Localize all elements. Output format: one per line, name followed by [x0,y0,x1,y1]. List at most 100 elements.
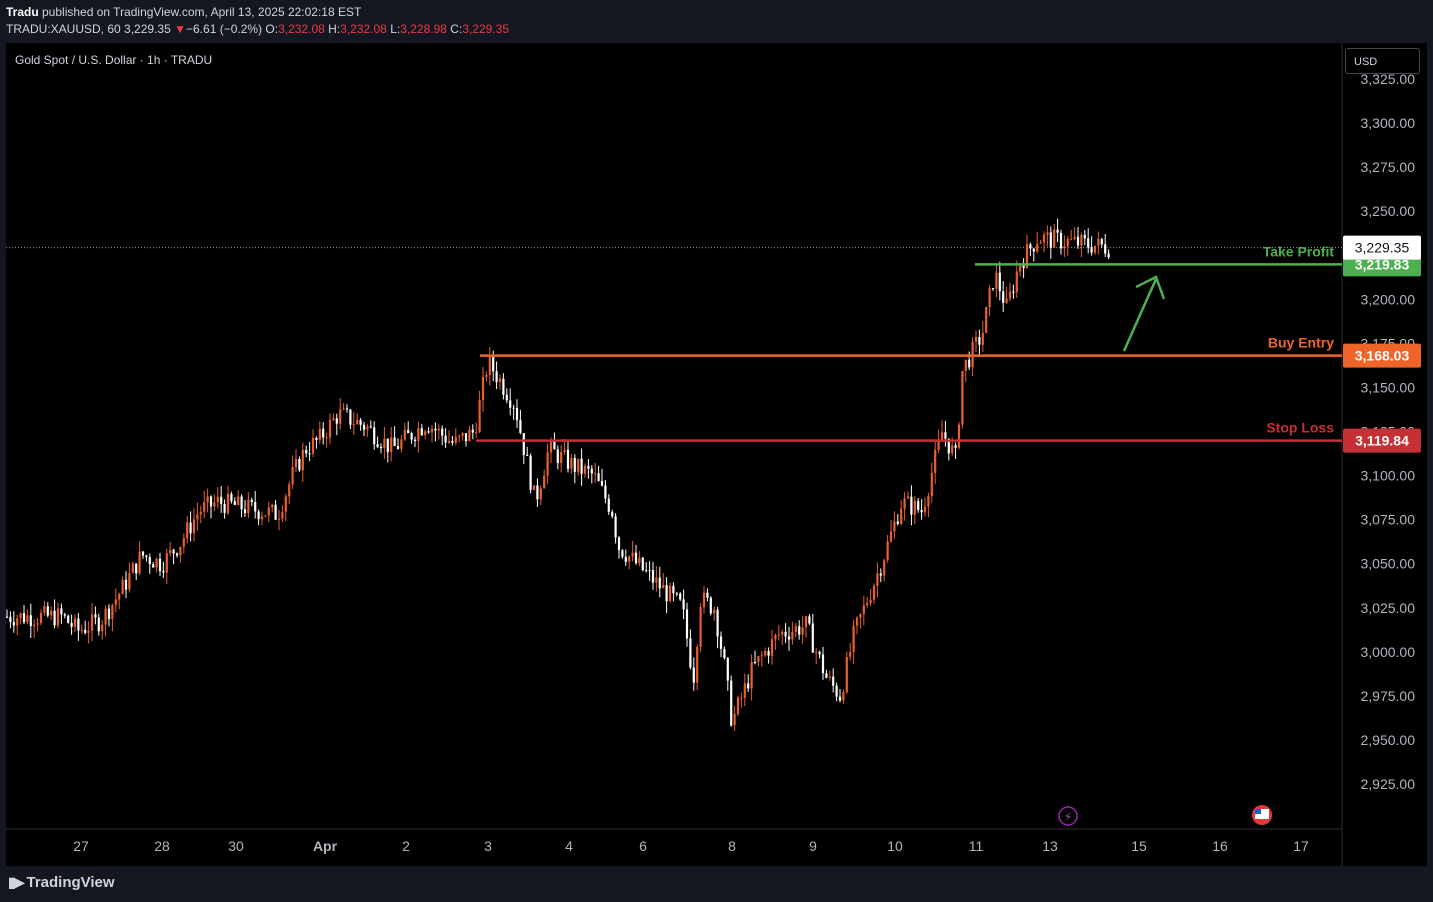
candle-body [315,437,318,440]
candle-body [274,504,277,520]
candle-body [862,605,865,615]
y-tick-label: 2,975.00 [1361,688,1416,704]
price-change: −6.61 (−0.2%) [186,22,263,36]
symbol-label[interactable]: TRADU:XAUUSD, 60 [6,22,121,36]
candle-body [206,496,209,503]
candle-body [1005,298,1008,303]
candle-body [6,616,9,618]
candle-body [488,355,491,375]
candle-body [658,577,661,589]
candle-body [1063,246,1066,249]
candle-body [740,697,743,699]
y-tick-label: 3,050.00 [1361,556,1416,572]
candle-body [587,465,590,469]
candle-body [930,472,933,496]
candle-body [199,511,202,515]
candle-body [665,585,668,602]
x-tick-label: 30 [228,838,244,854]
candle-body [753,662,757,664]
current-price-tag [1343,235,1421,260]
candle-body [774,635,777,640]
high-value: 3,232.08 [340,22,387,36]
candle-body [114,599,117,605]
candle-body [651,570,655,583]
low-label: L: [390,22,401,36]
candle-body [298,459,301,471]
candle-body [893,521,896,532]
candle-body [386,438,389,453]
candle-body [186,522,189,539]
candle-body [294,459,298,468]
candle-body [271,504,274,508]
candle-body [600,481,604,486]
candle-body [196,514,199,520]
candle-body [913,500,916,515]
candle-body [19,613,22,619]
candle-body [308,453,311,455]
candle-body [951,445,954,454]
price-chart[interactable]: 3,325.003,300.003,275.003,250.003,225.00… [6,43,1427,866]
currency-selector[interactable]: USD [1345,48,1420,74]
candle-body [573,457,576,472]
candle-body [872,585,876,600]
candle-body [250,499,253,503]
candle-body [182,538,185,547]
candle-body [1053,229,1056,248]
y-tick-label: 3,275.00 [1361,159,1416,175]
candle-body [675,593,678,595]
candle-body [209,496,213,507]
candle-body [757,656,760,663]
x-tick-label: 10 [887,838,903,854]
candle-body [866,603,869,606]
candle-body [777,634,780,636]
chart-area[interactable]: 3,325.003,300.003,275.003,250.003,225.00… [6,43,1427,866]
candle-body [628,556,631,562]
candle-body [237,496,240,505]
candle-body [597,473,600,482]
candle-body [1059,232,1063,249]
candle-body [107,608,111,620]
candle-body [135,563,138,574]
candle-body [985,306,988,333]
stop-loss-price-text: 3,119.84 [1355,433,1409,449]
candle-body [162,571,165,573]
candle-body [883,560,886,576]
up-arrow-shaft [1122,278,1158,352]
candle-body [577,458,580,472]
x-tick-label: 3 [484,838,492,854]
candle-body [634,552,638,564]
candle-body [458,435,461,437]
candle-body [124,579,128,590]
publisher-name[interactable]: Tradu [6,5,39,19]
candle-body [373,427,376,445]
tradingview-logo[interactable]: ▮▶ TradingView [8,874,115,891]
candle-body [216,496,219,503]
candle-body [556,449,559,463]
candle-body [325,437,328,439]
candle-body [179,546,182,556]
candle-body [713,609,716,614]
candle-body [70,622,73,627]
candle-body [515,408,519,421]
candle-body [699,607,702,647]
candle-body [36,623,39,625]
candle-body [961,370,964,425]
candle-body [645,570,648,572]
candle-body [1032,248,1035,252]
candle-body [478,400,481,433]
candle-body [444,435,447,443]
candle-body [580,458,583,474]
candle-body [900,508,903,524]
y-tick-label: 3,200.00 [1361,291,1416,307]
candle-body [73,618,77,627]
candle-body [155,558,158,568]
candle-body [393,437,396,447]
candle-body [145,555,148,558]
candle-body [417,428,420,442]
y-tick-label: 3,100.00 [1361,468,1416,484]
candle-body [896,521,899,524]
candle-body [648,570,651,572]
candle-body [682,599,685,610]
candle-body [832,676,835,686]
x-tick-label: 15 [1131,838,1147,854]
